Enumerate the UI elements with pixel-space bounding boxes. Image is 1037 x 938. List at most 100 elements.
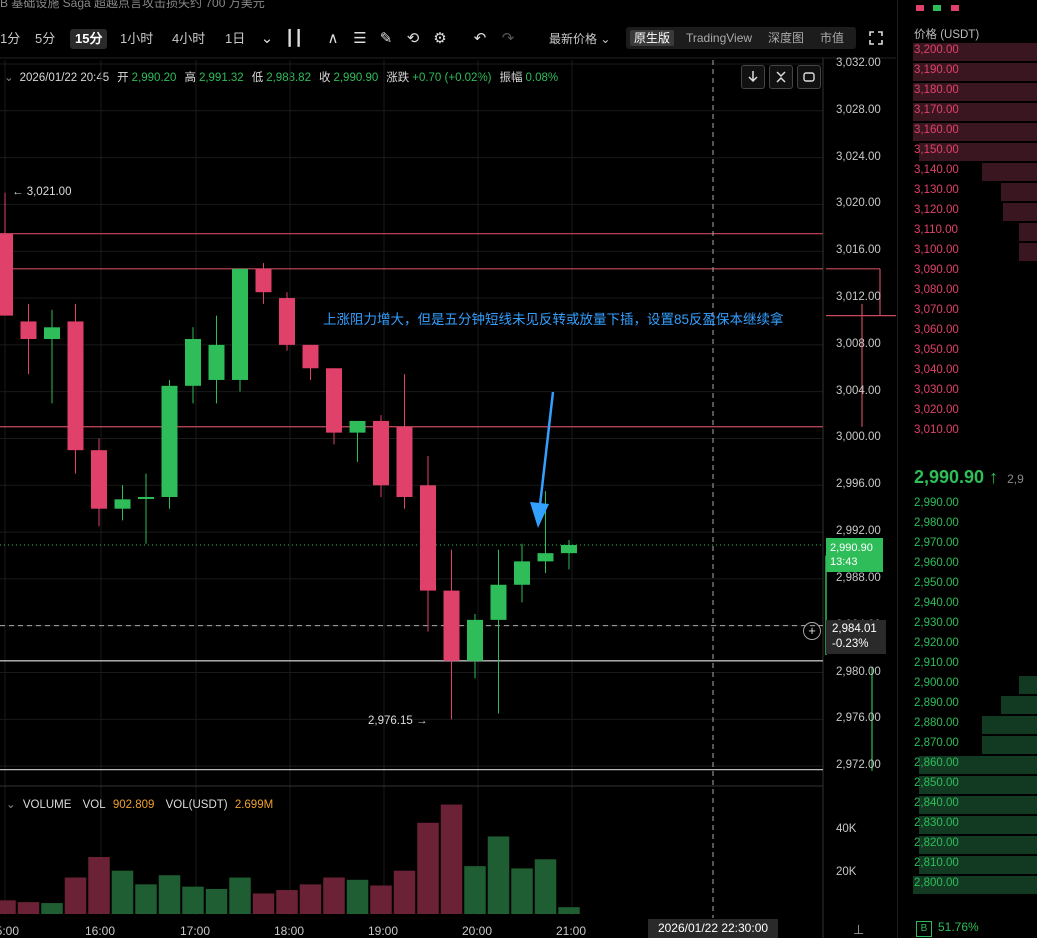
candle-type-icon[interactable]: ┃┃ [284,30,304,47]
interval-1[interactable]: 5分 [35,31,56,46]
ob-bid-row[interactable]: 2,810.00 [914,857,959,869]
candle-body[interactable] [20,321,37,340]
interval-4[interactable]: 4小时 [172,31,206,46]
candle-body[interactable] [185,339,201,386]
draw-icon[interactable]: ✎ [379,30,393,47]
interval-0[interactable]: 1分 [0,31,21,46]
ob-ask-row[interactable]: 3,180.00 [914,84,959,96]
ob-bid-row[interactable]: 2,840.00 [914,797,959,809]
interval-5[interactable]: 1日 [225,31,246,46]
candle-body[interactable] [0,233,13,316]
candle-body[interactable] [490,584,507,620]
candle-body[interactable] [232,268,248,380]
ob-ask-row[interactable]: 3,150.00 [914,144,959,156]
collapse-icon[interactable] [769,65,793,89]
ob-ask-row[interactable]: 3,170.00 [914,104,959,116]
ob-bid-row[interactable]: 2,930.00 [914,617,959,629]
candle-body[interactable] [443,590,460,661]
candle-body[interactable] [467,619,483,661]
ob-ask-row[interactable]: 3,130.00 [914,184,959,196]
candle-body[interactable] [420,485,436,591]
ob-ask-row[interactable]: 3,030.00 [914,384,959,396]
candle-body[interactable] [514,561,530,585]
interval-3[interactable]: 1小时 [120,31,154,46]
ob-bid-row[interactable]: 2,970.00 [914,537,959,549]
ob-ask-row[interactable]: 3,010.00 [914,424,959,436]
volume-bar [370,885,392,914]
ob-ask-row[interactable]: 3,110.00 [914,224,958,236]
ob-bid-row[interactable]: 2,960.00 [914,557,959,569]
candle-body[interactable] [255,268,272,293]
layout-icon[interactable] [797,65,821,89]
ohlc-part-0[interactable]: ⌄ [4,72,14,84]
view-tab-2[interactable]: 深度图 [768,31,805,45]
indicators-icon[interactable]: ∧ [327,30,339,47]
candle-body[interactable] [396,426,413,497]
ob-bid-row[interactable]: 2,940.00 [914,597,959,609]
ob-ask-row[interactable]: 3,050.00 [914,344,959,356]
candle-body[interactable] [91,450,107,509]
ob-bid-row[interactable]: 2,920.00 [914,637,959,649]
candle-body[interactable] [114,499,131,509]
candle-body[interactable] [67,321,84,451]
ob-bid-row[interactable]: 2,900.00 [914,677,959,689]
interval-2[interactable]: 15分 [70,29,108,49]
candle-body[interactable] [537,553,554,562]
ob-bid-row[interactable]: 2,850.00 [914,777,959,789]
view-tab-0[interactable]: 原生版 [630,30,675,46]
fullscreen-icon[interactable] [867,29,885,47]
ob-bid-row[interactable]: 2,860.00 [914,757,959,769]
replay-icon[interactable]: ⟲ [406,30,420,47]
ob-ask-row[interactable]: 3,190.00 [914,64,959,76]
view-tab-1[interactable]: TradingView [686,31,753,45]
price-type-select[interactable]: 最新价格 ⌄ [549,32,611,46]
undo-icon[interactable]: ↶ [473,30,487,47]
ob-ask-row[interactable]: 3,060.00 [914,324,959,336]
ob-bid-row[interactable]: 2,830.00 [914,817,959,829]
candle-body[interactable] [561,544,577,554]
ob-ask-row[interactable]: 3,160.00 [914,124,959,136]
candle-body[interactable] [279,298,295,345]
ob-ask-row[interactable]: 3,090.00 [914,264,959,276]
ob-bid-row[interactable]: 2,820.00 [914,837,959,849]
ob-ask-row[interactable]: 3,080.00 [914,284,959,296]
download-icon[interactable] [741,65,765,89]
view-tab-3[interactable]: 市值 [820,31,845,45]
candle-body[interactable] [138,496,154,499]
redo-icon[interactable]: ↷ [501,30,515,47]
candle-body[interactable] [161,385,178,497]
ob-ask-row[interactable]: 3,140.00 [914,164,959,176]
ob-bid-row[interactable]: 2,890.00 [914,697,959,709]
add-alert-icon[interactable]: + [803,622,821,640]
scale-reset-icon[interactable]: ⊥ [853,922,865,937]
candle-body[interactable] [302,344,319,369]
candle-body[interactable] [208,344,225,380]
annotation-arrow[interactable] [538,391,555,506]
ob-bid-depth [919,796,1037,814]
ob-ask-row[interactable]: 3,040.00 [914,364,959,376]
ob-bid-row[interactable]: 2,800.00 [914,877,959,889]
ob-ask-row[interactable]: 3,070.00 [914,304,959,316]
list-icon[interactable]: ☰ [353,30,367,47]
chevron-down-icon[interactable]: ⌄ [260,30,274,47]
candle-body[interactable] [373,420,389,486]
ob-bid-row[interactable]: 2,990.00 [914,497,959,509]
ob-ask-row[interactable]: 3,200.00 [914,44,959,56]
candle-body[interactable] [349,420,366,433]
ob-bid-row[interactable]: 2,870.00 [914,737,959,749]
settings-icon[interactable]: ⚙ [433,30,447,47]
ob-ask-row[interactable]: 3,100.00 [914,244,959,256]
ob-bid-row[interactable]: 2,880.00 [914,717,959,729]
ob-ask-row[interactable]: 3,020.00 [914,404,959,416]
collapse-chevron-icon[interactable]: ⌄ [6,799,16,811]
ob-ask-row[interactable]: 3,120.00 [914,204,959,216]
candle-body[interactable] [326,368,342,433]
ob-bid-row[interactable]: 2,910.00 [914,657,959,669]
ob-bid-row[interactable]: 2,950.00 [914,577,959,589]
volume-bar [276,890,298,914]
volume-bar [299,884,322,914]
ob-bid-row[interactable]: 2,980.00 [914,517,959,529]
ob-toggle-icons[interactable] [916,0,959,14]
candle-body[interactable] [44,327,60,340]
price-chart[interactable] [0,0,896,938]
